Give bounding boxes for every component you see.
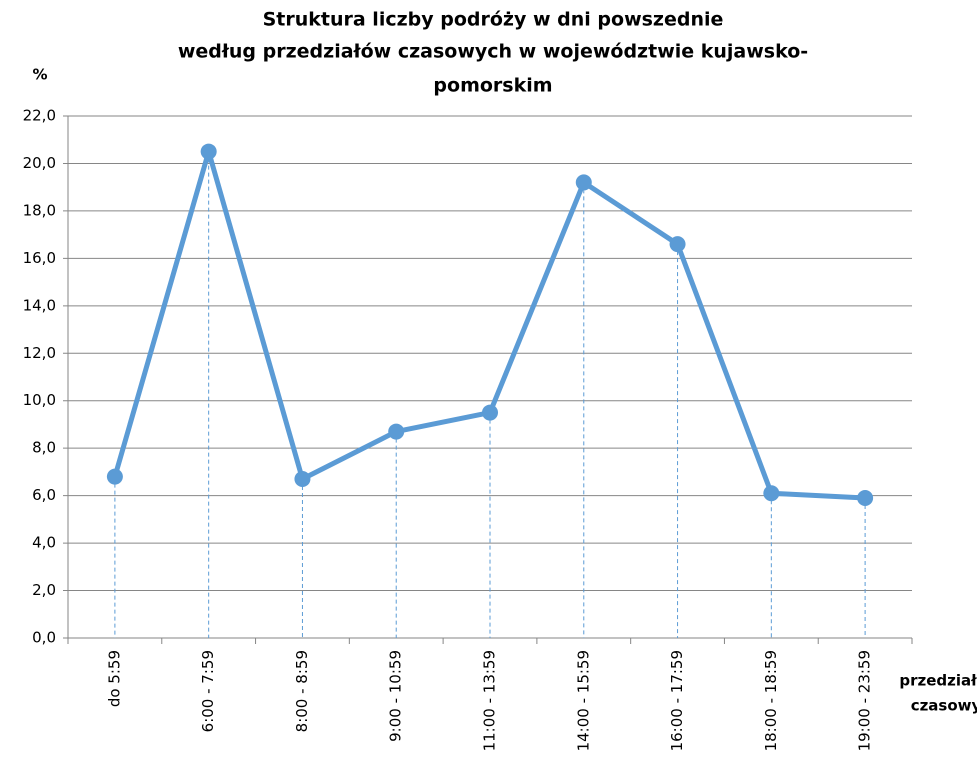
chart-title: Struktura liczby podróży w dni powszedni… <box>263 9 724 31</box>
chart-title: pomorskim <box>433 75 552 97</box>
y-tick-label: 0,0 <box>32 629 56 647</box>
y-tick-label: 8,0 <box>32 439 56 457</box>
marker <box>669 236 686 253</box>
marker <box>482 404 498 421</box>
marker <box>106 468 123 485</box>
x-tick-label: 11:00 - 13:59 <box>481 650 499 751</box>
marker <box>200 143 217 160</box>
marker <box>763 485 780 502</box>
y-tick-label: 18,0 <box>23 201 56 219</box>
marker <box>857 490 874 507</box>
x-axis-label: czasowy <box>911 697 977 715</box>
line <box>112 149 866 501</box>
x-tick-label: 16:00 - 17:59 <box>668 650 686 751</box>
y-tick-label: 16,0 <box>23 249 56 267</box>
y-tick-label: 20,0 <box>23 154 56 172</box>
x-tick-label: 14:00 - 15:59 <box>574 650 592 751</box>
x-tick-label: 9:00 - 10:59 <box>387 650 405 742</box>
y-tick-label: 12,0 <box>23 344 56 362</box>
y-tick-label: 4,0 <box>32 534 56 552</box>
x-tick-label: 6:00 - 7:59 <box>199 650 217 732</box>
y-tick-label: 2,0 <box>32 581 56 599</box>
chart-title: według przedziałów czasowych w województ… <box>178 41 808 63</box>
x-tick-label: 19:00 - 23:59 <box>856 650 874 751</box>
marker <box>575 174 592 191</box>
x-tick-label: do 5:59 <box>105 650 123 707</box>
marker <box>388 423 405 440</box>
y-tick-label: 6,0 <box>32 486 56 504</box>
marker <box>294 471 311 488</box>
x-axis-label: przedział <box>899 672 977 690</box>
x-tick-label: 8:00 - 8:59 <box>293 650 311 732</box>
y-tick-label: 10,0 <box>23 391 56 409</box>
x-tick-label: 18:00 - 18:59 <box>762 650 780 751</box>
y-axis-label: % <box>32 66 47 84</box>
y-tick-label: 22,0 <box>23 107 56 125</box>
y-tick-label: 14,0 <box>23 296 56 314</box>
